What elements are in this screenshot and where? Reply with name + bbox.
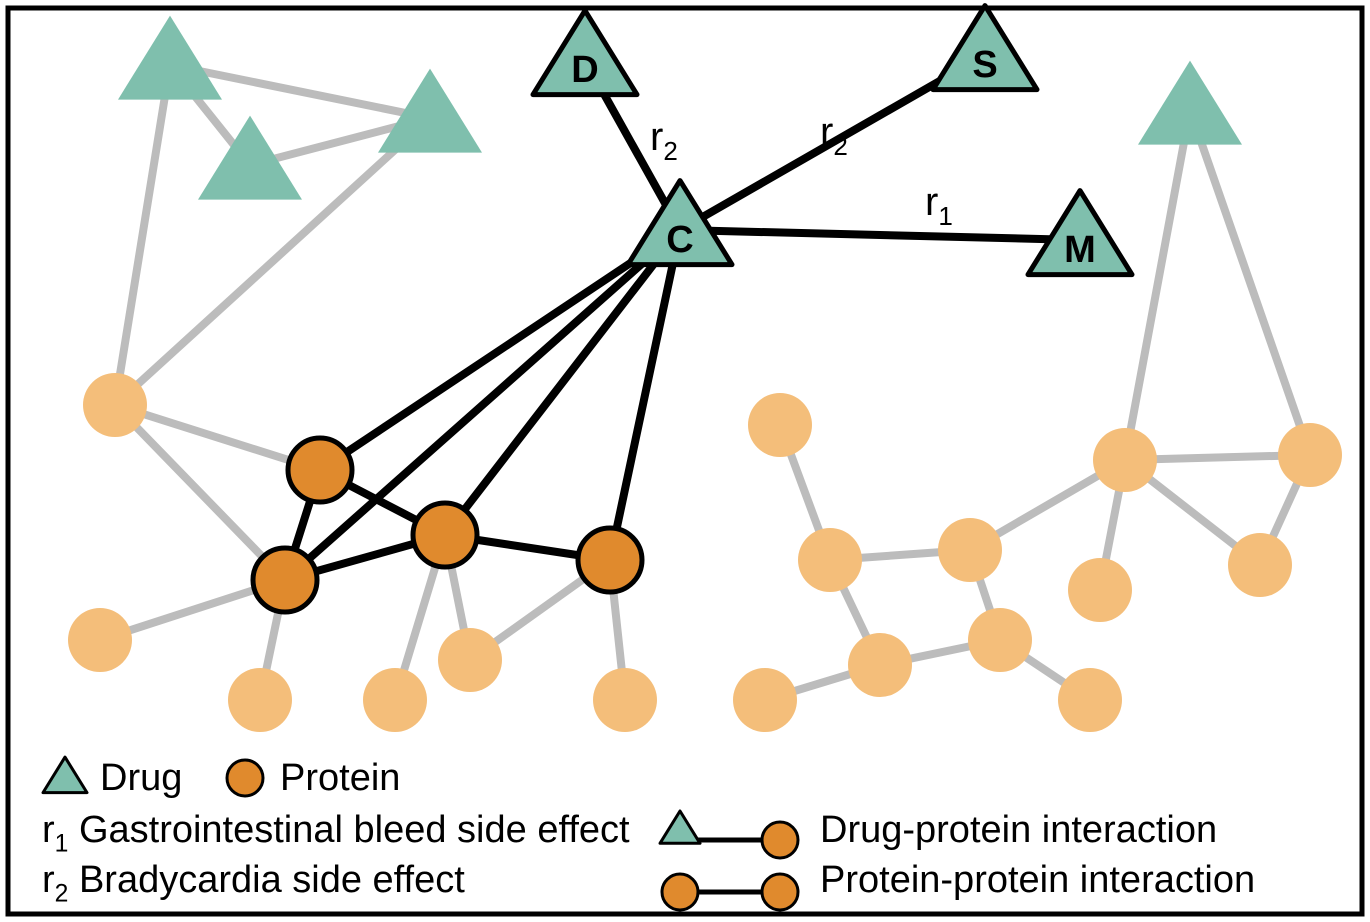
drug-node-label: C [666,219,693,261]
protein-node-bg [733,668,797,732]
legend-protein-icon [227,760,263,796]
protein-node-bg [68,608,132,672]
protein-node-fg [253,548,317,612]
protein-node-bg [1093,428,1157,492]
protein-node-bg [1228,533,1292,597]
protein-node-bg [363,668,427,732]
legend-drug-label: Drug [100,757,182,799]
protein-node-bg [798,528,862,592]
protein-node-bg [1278,423,1342,487]
protein-node-fg [288,438,352,502]
legend-pp-protein-icon [662,874,698,910]
protein-node-bg [968,608,1032,672]
drug-node-label: S [972,44,997,86]
legend-protein-label: Protein [280,757,400,799]
protein-node-bg [228,668,292,732]
protein-node-bg [593,668,657,732]
protein-node-bg [1068,558,1132,622]
protein-node-bg [1058,668,1122,732]
protein-node-bg [438,628,502,692]
legend-pp-protein-icon [762,874,798,910]
legend-dp-protein-icon [762,822,798,858]
protein-node-bg [748,393,812,457]
drug-node-label: D [571,49,598,91]
protein-node-fg [578,528,642,592]
legend-r2: r2 Bradycardia side effect [42,859,465,908]
protein-node-bg [938,518,1002,582]
protein-node-bg [848,633,912,697]
legend-pp-label: Protein-protein interaction [820,859,1255,901]
drug-node-label: M [1064,229,1096,271]
protein-node-fg [413,503,477,567]
protein-node-bg [83,373,147,437]
legend-dp-label: Drug-protein interaction [820,809,1217,851]
legend-r1: r1 Gastrointestinal bleed side effect [42,809,630,858]
